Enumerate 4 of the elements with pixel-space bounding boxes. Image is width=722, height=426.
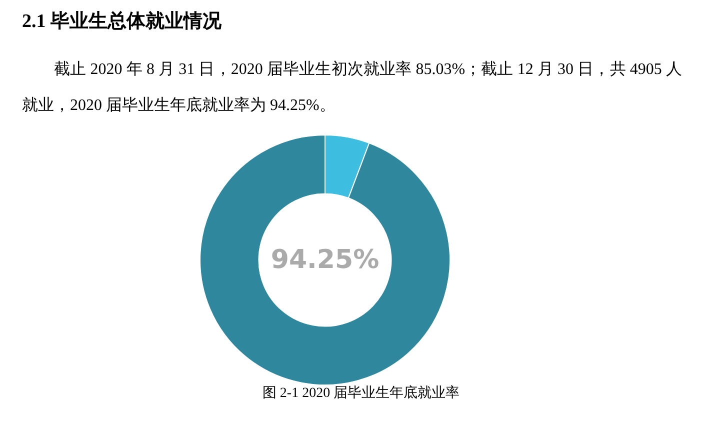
text: 截止 2020 年 8 月 31 日，2020 届毕业生初次就业率 85.03%；截止 12 月 30 日，共 4905 人就业，2020 届毕业生年底就业率为 94.25%。 (22, 60, 682, 116)
text: 94.25% (270, 245, 380, 275)
caption: 图 2-1 2020 届毕业生年底就业率 (261, 384, 461, 402)
chart-title: 2.1 毕业生总体就业情况 (22, 10, 222, 34)
